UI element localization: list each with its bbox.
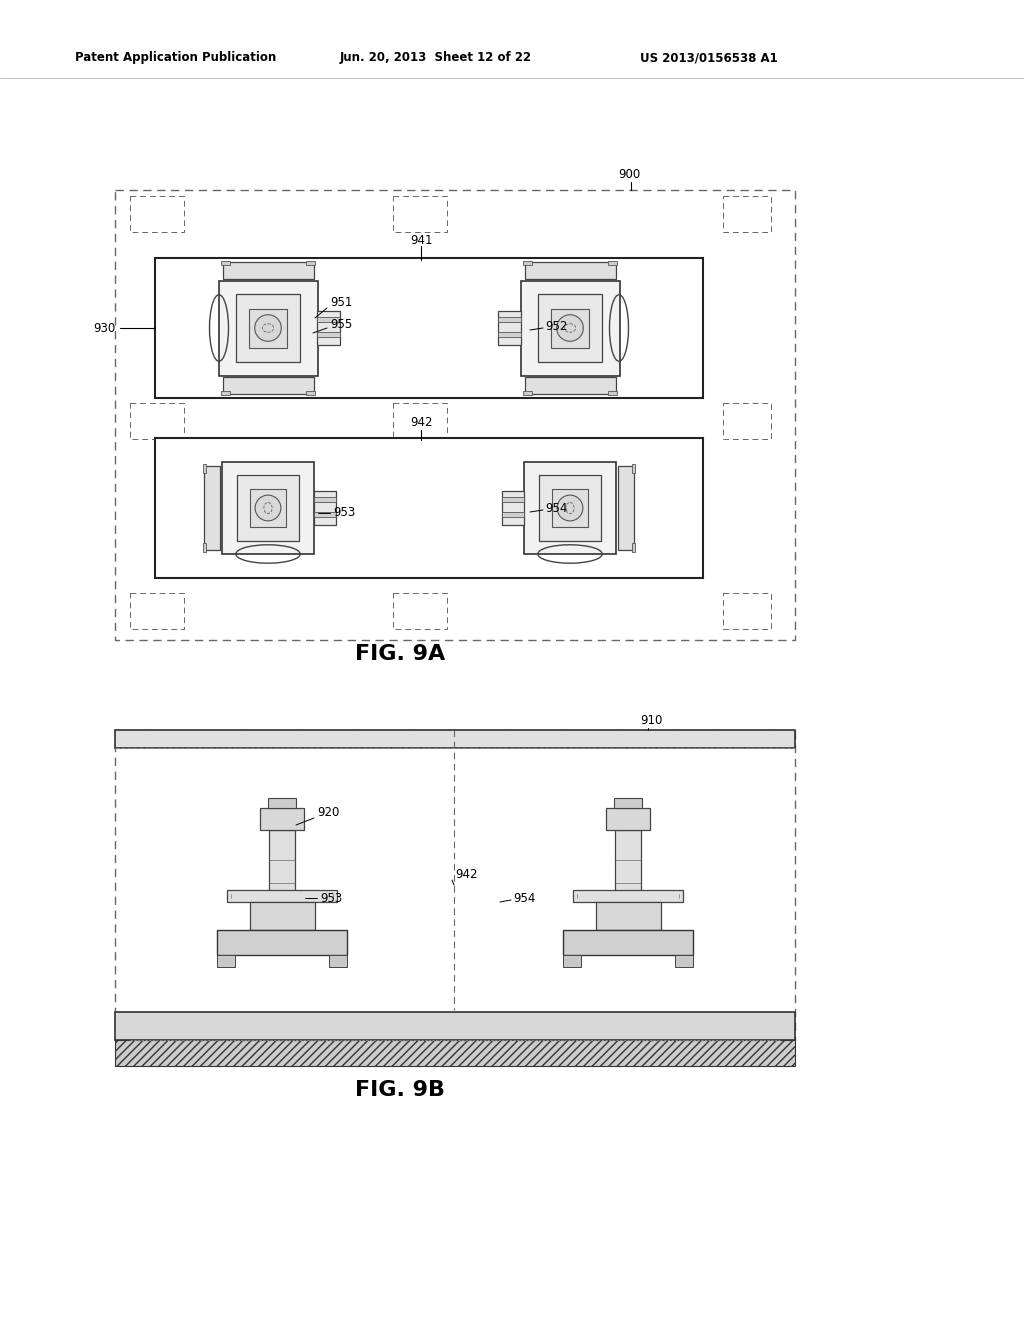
Bar xyxy=(551,309,589,348)
Bar xyxy=(393,593,447,630)
Bar xyxy=(524,462,616,554)
Text: 953: 953 xyxy=(319,891,342,904)
Text: 900: 900 xyxy=(618,168,640,181)
Text: 920: 920 xyxy=(317,805,339,818)
Text: 955: 955 xyxy=(330,318,352,331)
Bar xyxy=(607,261,617,265)
Text: FIG. 9B: FIG. 9B xyxy=(355,1080,445,1100)
Bar xyxy=(203,543,207,552)
Bar xyxy=(130,593,184,630)
Bar xyxy=(499,331,521,338)
Bar xyxy=(237,475,299,541)
Text: 941: 941 xyxy=(410,234,432,247)
Bar xyxy=(317,312,340,345)
Bar xyxy=(115,1040,795,1067)
Circle shape xyxy=(557,495,583,521)
Bar xyxy=(563,931,693,954)
Bar xyxy=(499,317,521,322)
Bar xyxy=(596,902,662,931)
Bar xyxy=(227,890,337,902)
Bar xyxy=(250,488,286,527)
Text: FIG. 9A: FIG. 9A xyxy=(355,644,445,664)
Bar xyxy=(115,730,795,748)
Bar xyxy=(607,391,617,395)
Text: 910: 910 xyxy=(640,714,663,726)
Bar xyxy=(222,462,314,554)
Bar xyxy=(393,195,447,232)
Text: 942: 942 xyxy=(455,869,477,882)
Bar xyxy=(675,954,693,968)
Bar xyxy=(203,463,207,473)
Bar xyxy=(499,312,521,345)
Bar xyxy=(393,403,447,440)
Bar xyxy=(632,543,635,552)
Text: 954: 954 xyxy=(513,891,536,904)
Bar xyxy=(305,261,315,265)
Bar xyxy=(236,294,300,362)
Bar xyxy=(204,466,220,550)
Bar xyxy=(329,954,347,968)
Bar xyxy=(521,281,620,376)
Text: 954: 954 xyxy=(545,502,567,515)
Bar xyxy=(305,391,315,395)
Bar xyxy=(250,902,315,931)
Bar xyxy=(606,808,650,830)
Bar xyxy=(723,403,771,440)
Text: Patent Application Publication: Patent Application Publication xyxy=(75,51,276,65)
Bar xyxy=(249,309,287,348)
Text: 952: 952 xyxy=(545,319,567,333)
Bar xyxy=(539,475,601,541)
Bar xyxy=(617,466,635,550)
Bar xyxy=(502,491,524,524)
Bar xyxy=(268,799,296,808)
Bar xyxy=(314,512,336,517)
Bar xyxy=(563,954,581,968)
Bar xyxy=(314,491,336,524)
Bar xyxy=(317,331,340,338)
Bar xyxy=(221,391,230,395)
Text: 942: 942 xyxy=(410,416,432,429)
Bar xyxy=(217,954,234,968)
Bar xyxy=(217,931,347,954)
Bar xyxy=(614,799,642,808)
Bar xyxy=(223,378,314,393)
Bar xyxy=(632,463,635,473)
Bar xyxy=(523,391,532,395)
Bar xyxy=(130,195,184,232)
Circle shape xyxy=(557,314,584,342)
Bar xyxy=(524,378,616,393)
Bar xyxy=(314,496,336,503)
Bar xyxy=(523,261,532,265)
Bar xyxy=(115,1012,795,1040)
Text: 951: 951 xyxy=(330,296,352,309)
Bar xyxy=(317,317,340,322)
Circle shape xyxy=(255,495,281,521)
Bar xyxy=(269,830,295,906)
Bar xyxy=(552,488,588,527)
Bar xyxy=(538,294,602,362)
Bar xyxy=(221,261,230,265)
Circle shape xyxy=(255,314,282,342)
Text: 930: 930 xyxy=(93,322,116,334)
Bar xyxy=(723,593,771,630)
Text: US 2013/0156538 A1: US 2013/0156538 A1 xyxy=(640,51,778,65)
Text: Jun. 20, 2013  Sheet 12 of 22: Jun. 20, 2013 Sheet 12 of 22 xyxy=(340,51,532,65)
Bar xyxy=(130,403,184,440)
Bar xyxy=(615,830,641,906)
Text: 953: 953 xyxy=(333,507,355,520)
Bar xyxy=(260,808,304,830)
Bar xyxy=(223,261,314,279)
Bar xyxy=(155,438,703,578)
Bar xyxy=(573,890,683,902)
Bar xyxy=(115,190,795,640)
Bar xyxy=(115,730,795,1040)
Bar xyxy=(502,496,524,503)
Bar xyxy=(219,281,318,376)
Bar xyxy=(723,195,771,232)
Bar xyxy=(155,257,703,399)
Bar xyxy=(524,261,616,279)
Bar xyxy=(502,512,524,517)
